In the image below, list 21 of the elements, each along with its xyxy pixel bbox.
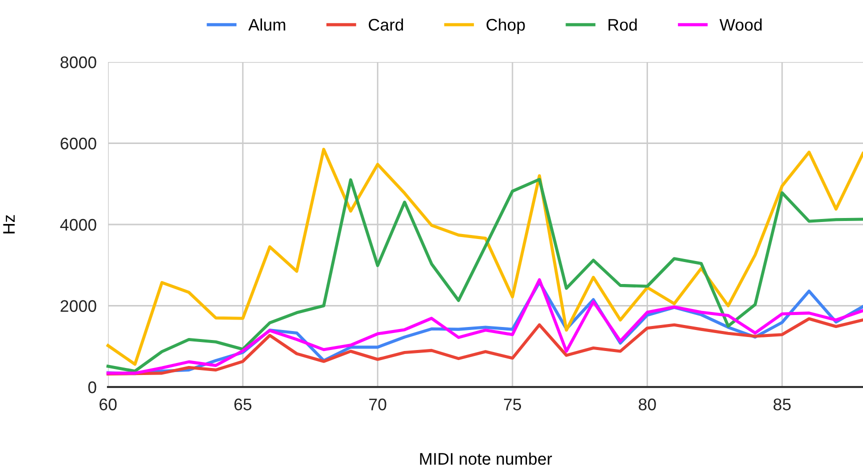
legend-label: Wood — [720, 18, 762, 31]
x-tick-label: 70 — [369, 398, 386, 410]
y-tick-label: 4000 — [60, 218, 96, 231]
x-tick-label: 65 — [234, 398, 252, 410]
x-tick-label: 80 — [638, 398, 656, 410]
line-series — [106, 317, 863, 376]
y-tick-label: 6000 — [60, 138, 96, 150]
legend-label: Alum — [248, 18, 286, 31]
line-series — [106, 178, 863, 373]
x-tick-label: 85 — [774, 398, 791, 410]
x-axis-title: MIDI note number — [420, 452, 552, 465]
line-series — [106, 148, 863, 366]
x-tick-label: 60 — [100, 398, 117, 410]
legend-label: Card — [368, 18, 403, 31]
y-tick-label: 8000 — [60, 56, 96, 68]
y-axis-title: Hz — [3, 215, 15, 234]
y-tick-label: 2000 — [60, 300, 96, 312]
y-tick-label: 0 — [88, 381, 96, 394]
legend-label: Chop — [486, 18, 525, 34]
x-tick-label: 75 — [504, 398, 522, 410]
legend-label: Rod — [608, 18, 637, 31]
